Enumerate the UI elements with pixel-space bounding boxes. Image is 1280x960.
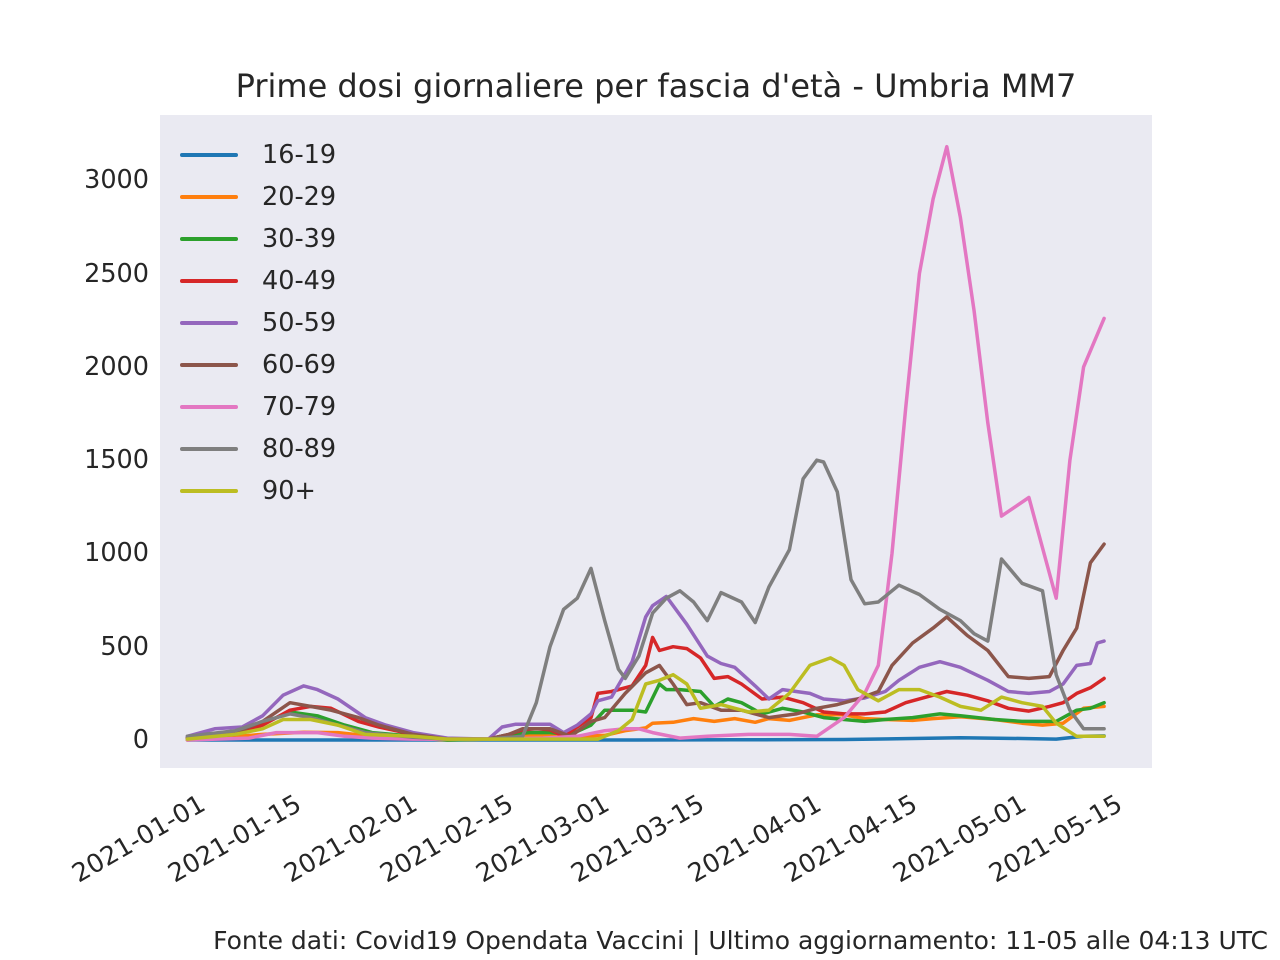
legend-label-60-69: 60-69 (262, 350, 337, 380)
legend-label-16-19: 16-19 (262, 140, 337, 170)
y-tick-label: 500 (100, 631, 149, 662)
legend-item-80-89: 80-89 (180, 428, 336, 470)
y-tick-label: 0 (132, 725, 149, 755)
y-tick-label: 1000 (84, 538, 149, 569)
legend-label-90plus: 90+ (262, 476, 316, 506)
legend-swatch-60-69 (180, 363, 238, 367)
legend-swatch-80-89 (180, 447, 238, 451)
legend-swatch-50-59 (180, 321, 238, 325)
legend-label-30-39: 30-39 (262, 224, 337, 254)
legend-item-20-29: 20-29 (180, 176, 336, 218)
legend-swatch-90plus (180, 489, 238, 493)
y-tick-label: 2500 (84, 258, 149, 289)
plot-area (160, 115, 1152, 768)
y-tick-label: 2000 (84, 351, 149, 382)
legend-swatch-30-39 (180, 237, 238, 241)
legend-label-70-79: 70-79 (262, 392, 337, 422)
legend-item-16-19: 16-19 (180, 134, 336, 176)
legend-label-80-89: 80-89 (262, 434, 337, 464)
legend-item-60-69: 60-69 (180, 344, 336, 386)
data-source-footer: Fonte dati: Covid19 Opendata Vaccini | U… (213, 926, 1268, 955)
legend-item-30-39: 30-39 (180, 218, 336, 260)
legend-item-90plus: 90+ (180, 470, 336, 512)
legend-label-50-59: 50-59 (262, 308, 337, 338)
legend-item-40-49: 40-49 (180, 260, 336, 302)
legend-item-70-79: 70-79 (180, 386, 336, 428)
legend-swatch-20-29 (180, 195, 238, 199)
series-line-90plus (185, 656, 1106, 741)
series-line-50-59 (185, 594, 1106, 741)
legend-item-50-59: 50-59 (180, 302, 336, 344)
legend-swatch-40-49 (180, 279, 238, 283)
legend-label-40-49: 40-49 (262, 266, 337, 296)
series-line-60-69 (185, 542, 1106, 741)
chart-title: Prime dosi giornaliere per fascia d'età … (235, 67, 1077, 105)
y-tick-label: 3000 (84, 165, 149, 196)
y-tick-label: 1500 (84, 445, 149, 476)
legend: 16-19 20-29 30-39 40-49 50-59 60-69 70-7… (180, 134, 336, 512)
legend-swatch-16-19 (180, 153, 238, 157)
legend-swatch-70-79 (180, 405, 238, 409)
legend-label-20-29: 20-29 (262, 182, 337, 212)
